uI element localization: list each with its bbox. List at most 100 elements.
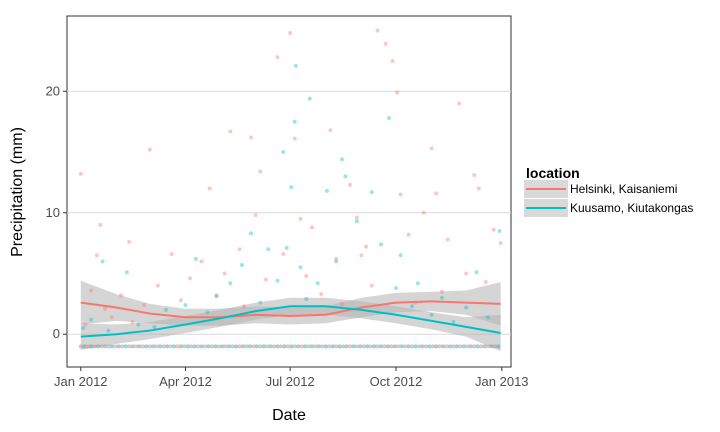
- baseline-point: [275, 344, 280, 349]
- baseline-point: [123, 344, 128, 349]
- data-point-0: [263, 277, 268, 282]
- data-points: [78, 28, 503, 349]
- data-point-1: [369, 190, 374, 195]
- baseline-point: [237, 344, 242, 349]
- data-point-1: [124, 270, 129, 275]
- baseline-point: [78, 344, 83, 349]
- y-tick-label: 0: [53, 326, 60, 341]
- y-axis-title: Precipitation (mm): [9, 127, 26, 257]
- data-point-1: [497, 228, 502, 233]
- baseline-point: [268, 344, 273, 349]
- data-point-1: [334, 259, 339, 264]
- baseline-point: [306, 344, 311, 349]
- data-point-0: [464, 271, 469, 276]
- data-point-1: [464, 305, 469, 310]
- baseline-point: [92, 344, 97, 349]
- baseline-point: [496, 344, 501, 349]
- baseline-point: [423, 344, 428, 349]
- data-point-0: [434, 191, 439, 196]
- data-point-1: [474, 270, 479, 275]
- x-tick-label: Jan 2012: [54, 374, 108, 389]
- smooth-line-0: [80, 300, 501, 319]
- data-point-0: [383, 41, 388, 46]
- baseline-point: [120, 344, 125, 349]
- baseline-point: [310, 344, 315, 349]
- baseline-point: [344, 344, 349, 349]
- data-point-1: [163, 307, 168, 312]
- baseline-point: [396, 344, 401, 349]
- data-point-1: [307, 96, 312, 101]
- data-point-0: [354, 215, 359, 220]
- data-point-1: [81, 326, 86, 331]
- data-point-0: [406, 232, 411, 237]
- data-point-1: [339, 157, 344, 162]
- data-point-1: [205, 310, 210, 315]
- baseline-point: [247, 344, 252, 349]
- data-point-1: [324, 188, 329, 193]
- baseline-point: [165, 344, 170, 349]
- data-point-0: [334, 256, 339, 261]
- data-point-1: [249, 231, 254, 236]
- baseline-point: [151, 344, 156, 349]
- data-point-0: [237, 247, 242, 252]
- data-point-0: [102, 306, 107, 311]
- baseline-point: [358, 344, 363, 349]
- data-point-0: [222, 271, 227, 276]
- baseline-point: [199, 344, 204, 349]
- data-point-0: [310, 225, 315, 230]
- data-point-0: [169, 252, 174, 257]
- baseline-point: [454, 344, 459, 349]
- baseline-point: [472, 344, 477, 349]
- data-point-0: [119, 293, 124, 298]
- data-point-0: [439, 289, 444, 294]
- baseline-point: [282, 344, 287, 349]
- data-point-0: [142, 303, 147, 308]
- data-point-1: [89, 317, 94, 322]
- baseline-point: [334, 344, 339, 349]
- baseline-point: [441, 344, 446, 349]
- baseline-point: [116, 344, 121, 349]
- data-point-0: [155, 283, 160, 288]
- baseline-point: [475, 344, 480, 349]
- baseline-point: [479, 344, 484, 349]
- baseline-point: [385, 344, 390, 349]
- data-point-0: [491, 227, 496, 232]
- baseline-point: [410, 344, 415, 349]
- baseline-point: [254, 344, 259, 349]
- baseline-point: [82, 344, 87, 349]
- baseline-point: [240, 344, 245, 349]
- baseline-point: [372, 344, 377, 349]
- data-point-1: [239, 262, 244, 267]
- baseline-point: [99, 344, 104, 349]
- legend-label-kuusamo: Kuusamo, Kiutakongas: [570, 201, 693, 215]
- data-point-1: [451, 320, 456, 325]
- data-point-1: [281, 150, 286, 155]
- data-point-0: [228, 129, 233, 134]
- data-point-1: [354, 219, 359, 224]
- baseline-point: [223, 344, 228, 349]
- data-point-0: [188, 276, 193, 281]
- data-point-0: [369, 283, 374, 288]
- baseline-point: [96, 344, 101, 349]
- smooth-lines: [80, 300, 501, 338]
- y-tick-label: 10: [46, 205, 60, 220]
- baseline-point: [227, 344, 232, 349]
- data-point-0: [339, 301, 344, 306]
- baseline-point: [244, 344, 249, 349]
- baseline-point: [272, 344, 277, 349]
- baseline-point: [168, 344, 173, 349]
- baseline-point: [147, 344, 152, 349]
- data-point-1: [100, 259, 105, 264]
- data-point-0: [78, 171, 83, 176]
- baseline-point: [192, 344, 197, 349]
- baseline-point: [323, 344, 328, 349]
- data-point-0: [472, 173, 477, 178]
- data-point-0: [498, 241, 503, 246]
- data-point-0: [281, 252, 286, 257]
- data-point-0: [249, 135, 254, 140]
- data-point-0: [375, 28, 380, 33]
- baseline-point: [158, 344, 163, 349]
- baseline-point: [427, 344, 432, 349]
- data-point-1: [293, 63, 298, 68]
